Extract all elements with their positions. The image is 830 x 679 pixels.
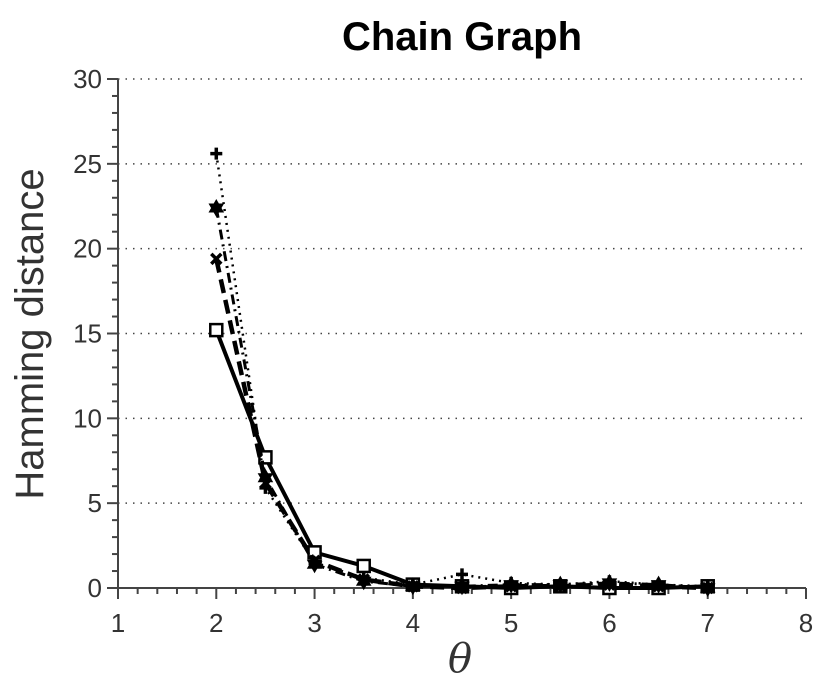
- x-tick-label-4: 4: [406, 608, 420, 638]
- hexagram-marker-b: [208, 203, 225, 217]
- y-tick-label-25: 25: [73, 149, 102, 179]
- y-tick-label-15: 15: [73, 319, 102, 349]
- hexagram-marker-b: [306, 559, 323, 574]
- hexagram-marker-b: [454, 581, 470, 596]
- y-axis-label: Hamming distance: [8, 168, 52, 499]
- x-axis-label: θ: [448, 636, 472, 679]
- x-tick-label-7: 7: [700, 608, 714, 638]
- hexagram-marker-b: [552, 580, 569, 594]
- tick-labels: 1 2 3 4 5 6 7 8 0 5 10 15 20 25 30: [73, 64, 813, 638]
- series-4: [208, 198, 716, 597]
- y-tick-label-20: 20: [73, 234, 102, 264]
- y-tick-label-5: 5: [88, 488, 102, 518]
- series-1-line: [214, 329, 708, 590]
- axes: [107, 78, 807, 599]
- x-tick-label-2: 2: [209, 608, 223, 638]
- hexagram-marker-b: [503, 580, 519, 594]
- hexagram-marker-b: [405, 581, 421, 596]
- series-1: [209, 322, 715, 596]
- x-tick-label-5: 5: [504, 608, 518, 638]
- hexagram-marker-b: [699, 583, 716, 597]
- plus-marker: [210, 147, 223, 160]
- x-marker: [210, 252, 223, 266]
- series-3: [210, 147, 714, 593]
- hexagram-marker-b: [650, 580, 667, 594]
- series-4-line: [214, 207, 708, 590]
- series-2: [210, 252, 714, 595]
- series-2-line: [214, 258, 708, 591]
- hexagram-marker-b: [355, 576, 372, 591]
- series-layer: [208, 147, 716, 597]
- hexagram-marker-b: [601, 578, 618, 592]
- chart-title: Chain Graph: [342, 15, 582, 59]
- x-tick-label-3: 3: [307, 608, 321, 638]
- square-marker: [356, 558, 371, 574]
- hexagram-marker-b: [257, 473, 274, 487]
- x-tick-label-8: 8: [799, 608, 813, 638]
- x-tick-label-1: 1: [111, 608, 125, 638]
- y-tick-label-0: 0: [88, 573, 102, 603]
- square-marker: [209, 322, 224, 338]
- y-tick-label-30: 30: [73, 64, 102, 94]
- x-tick-label-6: 6: [602, 608, 616, 638]
- y-tick-label-10: 10: [73, 403, 102, 433]
